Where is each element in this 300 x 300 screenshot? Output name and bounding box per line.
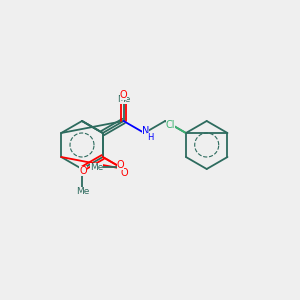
Text: H: H [147, 133, 154, 142]
Text: O: O [120, 90, 128, 100]
Text: Cl: Cl [166, 120, 175, 130]
Text: Me: Me [76, 187, 90, 196]
Text: O: O [79, 166, 87, 176]
Text: O: O [121, 168, 128, 178]
Text: O: O [117, 160, 124, 170]
Text: N: N [142, 126, 149, 136]
Text: Me: Me [90, 163, 103, 172]
Text: Me: Me [117, 94, 130, 103]
